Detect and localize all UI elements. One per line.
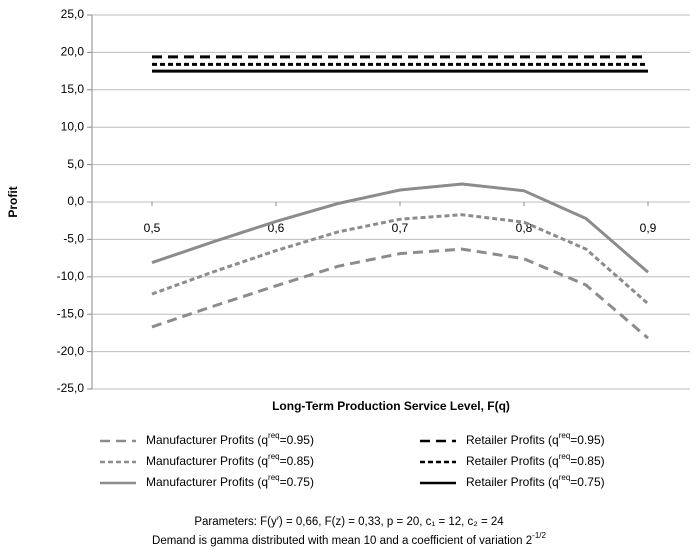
y-tick-label: -25,0 — [57, 381, 85, 395]
legend-label: Retailer Profits (qreq=0.75) — [466, 473, 605, 489]
y-tick-label: -10,0 — [57, 269, 85, 283]
line — [151, 213, 649, 305]
footnote: Parameters: F(y′) = 0,66, F(z) = 0,33, p… — [194, 516, 504, 528]
line — [151, 182, 649, 274]
y-tick-label: -20,0 — [57, 344, 85, 358]
y-tick-label: 5,0 — [67, 157, 84, 171]
footnote: Demand is gamma distributed with mean 10… — [152, 531, 546, 547]
legend-label: Manufacturer Profits (qreq=0.95) — [146, 431, 314, 447]
x-axis-title: Long-Term Production Service Level, F(q) — [272, 399, 510, 413]
x-tick-label: 0,5 — [144, 221, 161, 235]
legend-label: Manufacturer Profits (qreq=0.75) — [146, 473, 314, 489]
x-tick-label: 0,6 — [268, 221, 285, 235]
x-tick-label: 0,8 — [516, 221, 533, 235]
footnote-text: Demand is gamma distributed with mean 10… — [152, 535, 532, 547]
legend-label: Retailer Profits (qreq=0.95) — [466, 431, 605, 447]
y-tick-label: -5,0 — [63, 232, 84, 246]
y-tick-label: 15,0 — [61, 82, 85, 96]
line — [151, 247, 649, 340]
footnote-text: Parameters: F(y′) = 0,66, F(z) = 0,33, p… — [194, 516, 504, 528]
y-tick-label: 25,0 — [61, 7, 85, 21]
footnote-superscript: -1/2 — [532, 531, 546, 540]
y-tick-label: 0,0 — [67, 194, 84, 208]
y-tick-label: 10,0 — [61, 119, 85, 133]
y-tick-label: -15,0 — [57, 306, 85, 320]
x-tick-label: 0,9 — [640, 221, 657, 235]
x-tick-label: 0,7 — [392, 221, 409, 235]
legend-label: Retailer Profits (qreq=0.85) — [466, 452, 605, 468]
legend-label: Manufacturer Profits (qreq=0.85) — [146, 452, 314, 468]
y-tick-label: 20,0 — [61, 45, 85, 59]
y-axis-title: Profit — [6, 186, 20, 217]
